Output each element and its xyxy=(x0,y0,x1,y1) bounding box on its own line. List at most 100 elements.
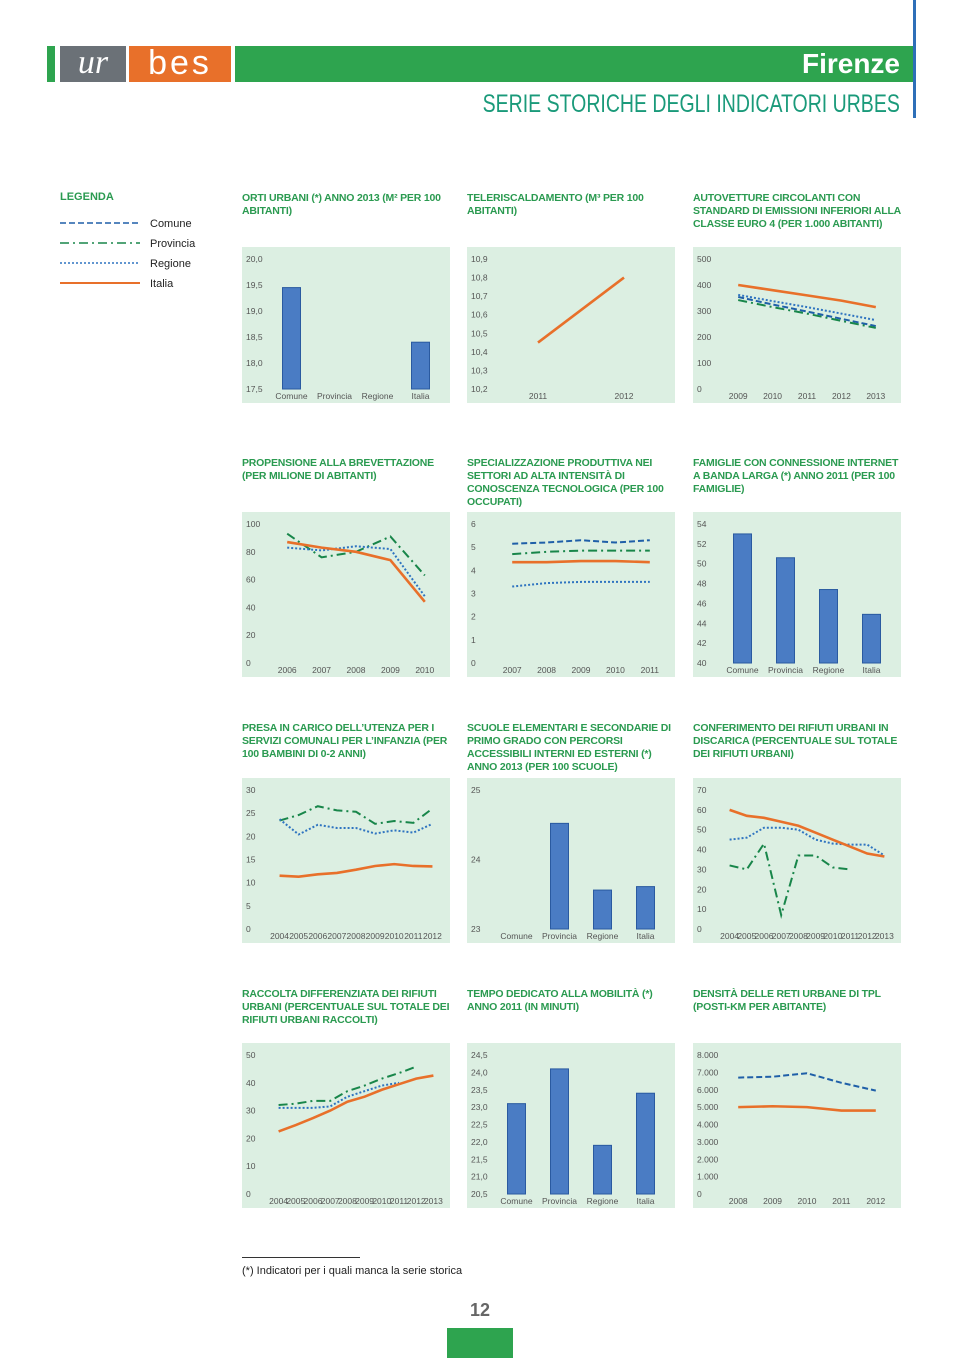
y-tick-label: 19,0 xyxy=(246,306,263,316)
chart-title: AUTOVETTURE CIRCOLANTI CON STANDARD DI E… xyxy=(693,192,901,230)
x-tick-label: 2007 xyxy=(321,1196,340,1206)
y-tick-label: 1 xyxy=(471,635,476,645)
footnote: (*) Indicatori per i quali manca la seri… xyxy=(242,1265,463,1277)
x-tick-label: 2005 xyxy=(286,1196,305,1206)
x-tick-label: 2011 xyxy=(390,1196,409,1206)
bar xyxy=(862,613,881,664)
x-tick-label: Regione xyxy=(813,665,845,675)
x-tick-label: 2008 xyxy=(338,1196,357,1206)
x-tick-label: 2012 xyxy=(858,931,877,941)
y-tick-label: 54 xyxy=(697,519,707,529)
y-tick-label: 5.000 xyxy=(697,1102,719,1112)
x-tick-label: Comune xyxy=(500,1196,532,1206)
x-tick-label: 2010 xyxy=(798,1196,817,1206)
x-tick-label: 2008 xyxy=(729,1196,748,1206)
y-tick-label: 60 xyxy=(246,575,256,585)
y-tick-label: 7.000 xyxy=(697,1067,719,1077)
bar xyxy=(733,533,752,664)
bar xyxy=(819,589,838,664)
y-tick-label: 23 xyxy=(471,924,481,934)
x-tick-label: Regione xyxy=(362,391,394,401)
line-series xyxy=(729,841,851,920)
x-tick-label: 2005 xyxy=(289,931,308,941)
x-tick-label: 2011 xyxy=(641,665,660,675)
y-tick-label: 6 xyxy=(471,519,476,529)
bar xyxy=(593,1144,612,1195)
y-tick-label: 23,5 xyxy=(471,1085,488,1095)
line-series xyxy=(278,1081,400,1109)
y-tick-label: 10,5 xyxy=(471,328,488,338)
chart-title: SCUOLE ELEMENTARI E SECONDARIE DI PRIMO … xyxy=(467,722,671,773)
bar xyxy=(636,1092,655,1195)
bar xyxy=(282,287,301,390)
x-tick-label: 2010 xyxy=(823,931,842,941)
y-tick-label: 10 xyxy=(697,904,707,914)
legend-label: Comune xyxy=(150,218,192,230)
x-tick-label: 2010 xyxy=(763,391,782,401)
x-tick-label: 2009 xyxy=(381,665,400,675)
chart: 10,2 10,3 10,4 10,5 10,6 10,7 10,8 10,9 2011 2012 xyxy=(467,247,675,403)
y-tick-label: 20 xyxy=(697,884,707,894)
y-tick-label: 24,5 xyxy=(471,1050,488,1060)
x-tick-label: 2004 xyxy=(720,931,739,941)
y-tick-label: 19,5 xyxy=(246,280,263,290)
y-tick-label: 50 xyxy=(697,559,707,569)
chart-title: SPECIALIZZAZIONE PRODUTTIVA NEI SETTORI … xyxy=(467,457,664,508)
y-tick-label: 2.000 xyxy=(697,1154,719,1164)
y-tick-label: 15 xyxy=(246,855,256,865)
x-tick-label: 2008 xyxy=(347,665,366,675)
line-series xyxy=(537,276,625,344)
chart: 0 5 10 15 20 25 30 2004 2005 2006 2007 2008 2009 2010… xyxy=(242,778,450,943)
x-tick-label: 2011 xyxy=(841,931,860,941)
line-series xyxy=(279,805,434,825)
y-tick-label: 20 xyxy=(246,630,256,640)
line-series xyxy=(512,559,650,564)
x-tick-label: 2012 xyxy=(407,1196,426,1206)
x-tick-label: 2007 xyxy=(772,931,791,941)
y-tick-label: 10 xyxy=(246,1161,256,1171)
chart: 0102030405020042005200620072008200920102… xyxy=(242,1043,450,1208)
y-tick-label: 6.000 xyxy=(697,1085,719,1095)
y-tick-label: 3 xyxy=(471,589,476,599)
y-tick-label: 100 xyxy=(697,358,711,368)
y-tick-label: 20,5 xyxy=(471,1189,488,1199)
y-tick-label: 30 xyxy=(246,1106,256,1116)
x-tick-label: Comune xyxy=(275,391,307,401)
x-tick-label: 2009 xyxy=(763,1196,782,1206)
x-tick-label: 2007 xyxy=(327,931,346,941)
y-tick-label: 46 xyxy=(697,598,707,608)
y-tick-label: 0 xyxy=(246,1189,251,1199)
y-tick-label: 25 xyxy=(246,808,256,818)
legend-title: LEGENDA xyxy=(60,191,114,203)
x-tick-label: 2004 xyxy=(270,931,289,941)
x-tick-label: 2010 xyxy=(606,665,625,675)
x-tick-label: 2011 xyxy=(832,1196,851,1206)
chart-title: RACCOLTA DIFFERENZIATA DEI RIFIUTI URBAN… xyxy=(242,988,450,1026)
legend-label: Italia xyxy=(150,278,174,290)
y-tick-label: 8.000 xyxy=(697,1050,719,1060)
y-tick-label: 10,6 xyxy=(471,310,488,320)
y-tick-label: 10,3 xyxy=(471,365,488,375)
y-tick-label: 42 xyxy=(697,638,707,648)
x-tick-label: 2007 xyxy=(503,665,522,675)
x-tick-label: 2012 xyxy=(423,931,442,941)
x-tick-label: Italia xyxy=(412,391,430,401)
y-tick-label: 1.000 xyxy=(697,1172,719,1182)
line-series xyxy=(738,1104,876,1112)
x-tick-label: 2011 xyxy=(529,391,548,401)
y-tick-label: 60 xyxy=(697,805,707,815)
x-tick-label: Italia xyxy=(863,665,881,675)
header-rule xyxy=(913,0,916,118)
y-tick-label: 0 xyxy=(471,658,476,668)
y-tick-label: 20,0 xyxy=(246,254,263,264)
x-tick-label: 2011 xyxy=(798,391,817,401)
chart-title: PRESA IN CARICO DELL’UTENZA PER I SERVIZ… xyxy=(242,722,448,760)
x-tick-label: 2009 xyxy=(806,931,825,941)
y-tick-label: 52 xyxy=(697,539,707,549)
x-tick-label: Provincia xyxy=(317,391,352,401)
x-tick-label: 2009 xyxy=(366,931,385,941)
y-tick-label: 25 xyxy=(471,785,481,795)
x-tick-label: 2009 xyxy=(355,1196,374,1206)
chart: 20,5 21,0 21,5 22,0 22,5 23,0 23,5 24,0 24,5 Comu… xyxy=(467,1043,675,1208)
y-tick-label: 10,7 xyxy=(471,291,488,301)
